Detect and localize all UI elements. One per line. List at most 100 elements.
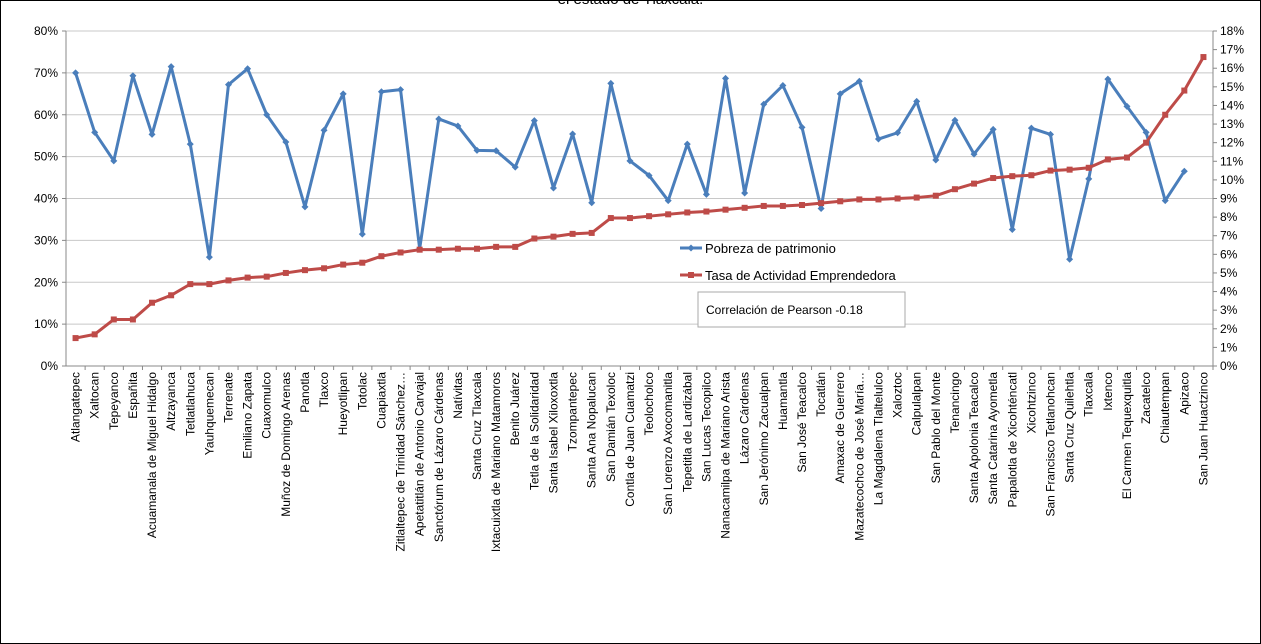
legend-label: Pobreza de patrimonio [705,241,836,256]
legend: Pobreza de patrimonio Tasa de Actividad E… [680,241,897,283]
x-tick-label: Hueyotlipan [336,372,350,435]
x-tick-label: Zacatelco [1139,372,1153,424]
data-point [320,126,328,134]
data-point [168,292,175,299]
data-point [1162,111,1169,118]
data-point [435,115,443,123]
data-point [110,316,117,323]
data-point [626,215,633,222]
data-point [148,130,156,138]
right-tick-label: 18% [1220,24,1244,38]
data-point [91,331,98,338]
data-point [855,77,863,85]
x-tick-label: Acuamanala de Miguel Hidalgo [145,372,159,538]
x-tick-label: Santa Apolonia Teacalco [967,372,981,504]
x-tick-label: Altzayanca [164,372,178,431]
data-point [149,299,156,306]
data-point [492,147,500,155]
data-point [1028,172,1035,179]
left-axis-ticks: 0% 10% 20% 30% 40% 50% 60% 70% 80% [34,24,66,373]
data-point [588,199,596,207]
x-tick-label: Nanacamilpa de Mariano Arista [719,372,733,539]
data-point [129,316,136,323]
data-point [340,261,347,268]
data-point [1027,124,1035,132]
left-tick-label: 30% [34,233,58,247]
data-point [932,156,940,164]
data-point [683,140,691,148]
right-tick-label: 10% [1220,173,1244,187]
x-tick-label: Apetatitlán de Antonio Carvajal [413,372,427,536]
x-tick-label: Sanctórum de Lázaro Cárdenas [432,372,446,542]
data-point [665,211,672,218]
x-tick-label: San Juan Huactzinco [1196,372,1210,486]
data-point [1104,75,1112,83]
data-point [282,269,289,276]
x-tick-label: Huamantla [776,372,790,430]
data-point [321,265,328,272]
data-point [779,81,787,89]
right-tick-label: 15% [1220,80,1244,94]
x-tick-label: Santa Catarina Ayometla [986,372,1000,505]
data-point [626,157,634,165]
data-point [397,249,404,256]
data-point [531,235,538,242]
left-tick-label: 60% [34,108,58,122]
right-tick-label: 8% [1220,210,1238,224]
left-tick-label: 70% [34,66,58,80]
data-point [1085,175,1093,183]
x-axis-ticks: Atlangatepec Xaltocan Tepeyanco Españita Acu… [69,366,1214,552]
x-tick-label: Apizaco [1177,372,1191,415]
data-point [569,130,577,138]
series-2 [72,54,1207,342]
left-tick-label: 80% [34,24,58,38]
data-point [1180,167,1188,175]
legend-marker [688,272,694,278]
x-tick-label: Tepeyanco [107,372,121,430]
data-point [377,88,385,96]
data-point [1200,54,1207,61]
data-point [205,253,213,261]
data-point [1008,225,1016,233]
data-point [358,230,366,238]
data-point [569,230,576,237]
data-point [1143,139,1150,146]
right-tick-label: 3% [1220,303,1238,317]
data-point [741,189,749,197]
data-point [512,243,519,250]
data-point [970,150,978,158]
data-point [435,246,442,253]
data-point [1181,87,1188,94]
data-point [894,195,901,202]
x-tick-label: Emiliano Zapata [241,372,255,459]
data-point [91,128,99,136]
data-point [530,117,538,125]
data-point [244,65,252,73]
data-point [187,281,194,288]
data-point [454,245,461,252]
series-group [72,54,1207,342]
x-tick-label: Totolac [355,372,369,410]
data-point [474,245,481,252]
x-tick-label: Tzompantepec [566,372,580,451]
data-point [282,138,290,146]
data-point [741,204,748,211]
data-point [1047,167,1054,174]
x-tick-label: Cuapiaxtla [374,372,388,429]
data-point [1104,156,1111,163]
legend-label: Tasa de Actividad Emprendedora [705,268,897,283]
data-point [493,243,500,250]
data-point [951,116,959,124]
data-point [186,140,194,148]
data-point [1066,166,1073,173]
data-point [760,100,768,108]
data-point [301,203,309,211]
x-tick-label: Tetlatlahuca [183,372,197,436]
left-tick-label: 40% [34,192,58,206]
x-tick-label: Santa Ana Nopalucan [585,372,599,488]
data-point [798,202,805,209]
data-point [263,111,271,119]
data-point [473,146,481,154]
data-point [110,157,118,165]
data-point [607,215,614,222]
